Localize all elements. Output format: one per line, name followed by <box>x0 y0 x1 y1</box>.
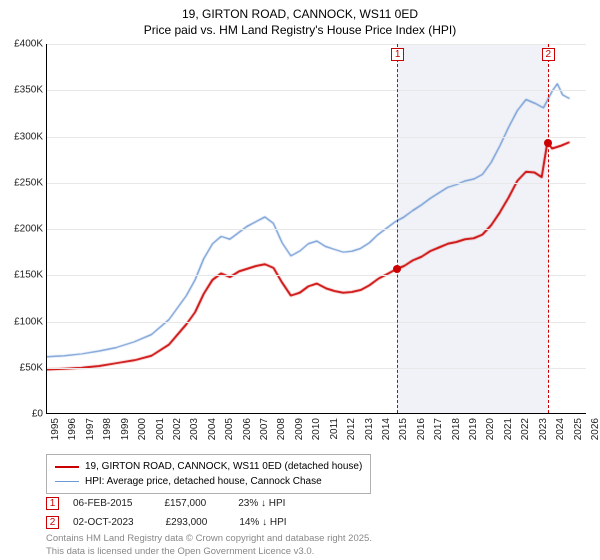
legend-swatch <box>55 481 79 482</box>
legend-label: HPI: Average price, detached house, Cann… <box>85 474 322 489</box>
marker-dot <box>393 265 401 273</box>
legend-swatch <box>55 466 79 468</box>
x-tick-label: 1998 <box>102 418 113 440</box>
x-tick-label: 2015 <box>398 418 409 440</box>
marker-index-box: 1 <box>391 48 404 61</box>
attribution-line-1: Contains HM Land Registry data © Crown c… <box>46 533 372 544</box>
legend-row: 19, GIRTON ROAD, CANNOCK, WS11 0ED (deta… <box>55 459 362 474</box>
sale-diff-2: 14% ↓ HPI <box>239 517 286 528</box>
marker-index-box: 2 <box>542 48 555 61</box>
x-tick-label: 2012 <box>346 418 357 440</box>
y-tick-label: £150K <box>1 270 43 281</box>
x-tick-label: 2001 <box>155 418 166 440</box>
x-tick-label: 2002 <box>172 418 183 440</box>
y-tick-label: £350K <box>1 85 43 96</box>
x-tick-label: 1997 <box>85 418 96 440</box>
chart-title: 19, GIRTON ROAD, CANNOCK, WS11 0ED Price… <box>0 0 600 38</box>
sale-price-2: £293,000 <box>166 517 208 528</box>
sale-price-1: £157,000 <box>164 498 206 509</box>
sale-diff-1: 23% ↓ HPI <box>238 498 285 509</box>
x-tick-label: 2003 <box>189 418 200 440</box>
x-tick-label: 2014 <box>381 418 392 440</box>
sale-date-2: 02-OCT-2023 <box>73 517 134 528</box>
x-tick-label: 2020 <box>485 418 496 440</box>
x-tick-label: 2022 <box>520 418 531 440</box>
legend-row: HPI: Average price, detached house, Cann… <box>55 474 362 489</box>
x-tick-label: 2025 <box>573 418 584 440</box>
marker-line <box>397 44 398 413</box>
x-tick-label: 1996 <box>67 418 78 440</box>
x-tick-label: 2013 <box>364 418 375 440</box>
sale-index-1: 1 <box>46 497 59 510</box>
x-tick-label: 2009 <box>294 418 305 440</box>
sale-date-1: 06-FEB-2015 <box>73 498 132 509</box>
x-tick-label: 2010 <box>311 418 322 440</box>
x-tick-label: 2007 <box>259 418 270 440</box>
attribution: Contains HM Land Registry data © Crown c… <box>46 533 372 558</box>
x-tick-label: 1999 <box>120 418 131 440</box>
attribution-line-2: This data is licensed under the Open Gov… <box>46 546 314 557</box>
x-tick-label: 2016 <box>416 418 427 440</box>
sale-row-2: 2 02-OCT-2023 £293,000 14% ↓ HPI <box>46 516 287 529</box>
sale-index-2: 2 <box>46 516 59 529</box>
y-tick-label: £400K <box>1 39 43 50</box>
x-tick-label: 2018 <box>451 418 462 440</box>
x-tick-label: 2004 <box>207 418 218 440</box>
sale-row-1: 1 06-FEB-2015 £157,000 23% ↓ HPI <box>46 497 285 510</box>
y-tick-label: £200K <box>1 224 43 235</box>
y-tick-label: £0 <box>1 409 43 420</box>
marker-line <box>548 44 549 413</box>
x-tick-label: 2019 <box>468 418 479 440</box>
chart-container: 19, GIRTON ROAD, CANNOCK, WS11 0ED Price… <box>0 0 600 560</box>
x-tick-label: 2008 <box>276 418 287 440</box>
x-tick-label: 2017 <box>433 418 444 440</box>
title-line-2: Price paid vs. HM Land Registry's House … <box>144 23 456 37</box>
legend: 19, GIRTON ROAD, CANNOCK, WS11 0ED (deta… <box>46 454 371 494</box>
y-tick-label: £100K <box>1 316 43 327</box>
legend-label: 19, GIRTON ROAD, CANNOCK, WS11 0ED (deta… <box>85 459 362 474</box>
x-tick-label: 2000 <box>137 418 148 440</box>
x-tick-label: 2021 <box>503 418 514 440</box>
marker-dot <box>544 139 552 147</box>
y-tick-label: £300K <box>1 131 43 142</box>
x-tick-label: 2006 <box>242 418 253 440</box>
y-tick-label: £250K <box>1 177 43 188</box>
x-tick-label: 2026 <box>590 418 600 440</box>
x-tick-label: 2011 <box>329 418 340 440</box>
x-tick-label: 2005 <box>224 418 235 440</box>
x-tick-label: 1995 <box>50 418 61 440</box>
title-line-1: 19, GIRTON ROAD, CANNOCK, WS11 0ED <box>182 7 418 21</box>
x-tick-label: 2024 <box>555 418 566 440</box>
x-tick-label: 2023 <box>538 418 549 440</box>
plot-area: £0£50K£100K£150K£200K£250K£300K£350K£400… <box>46 44 586 414</box>
y-tick-label: £50K <box>1 362 43 373</box>
